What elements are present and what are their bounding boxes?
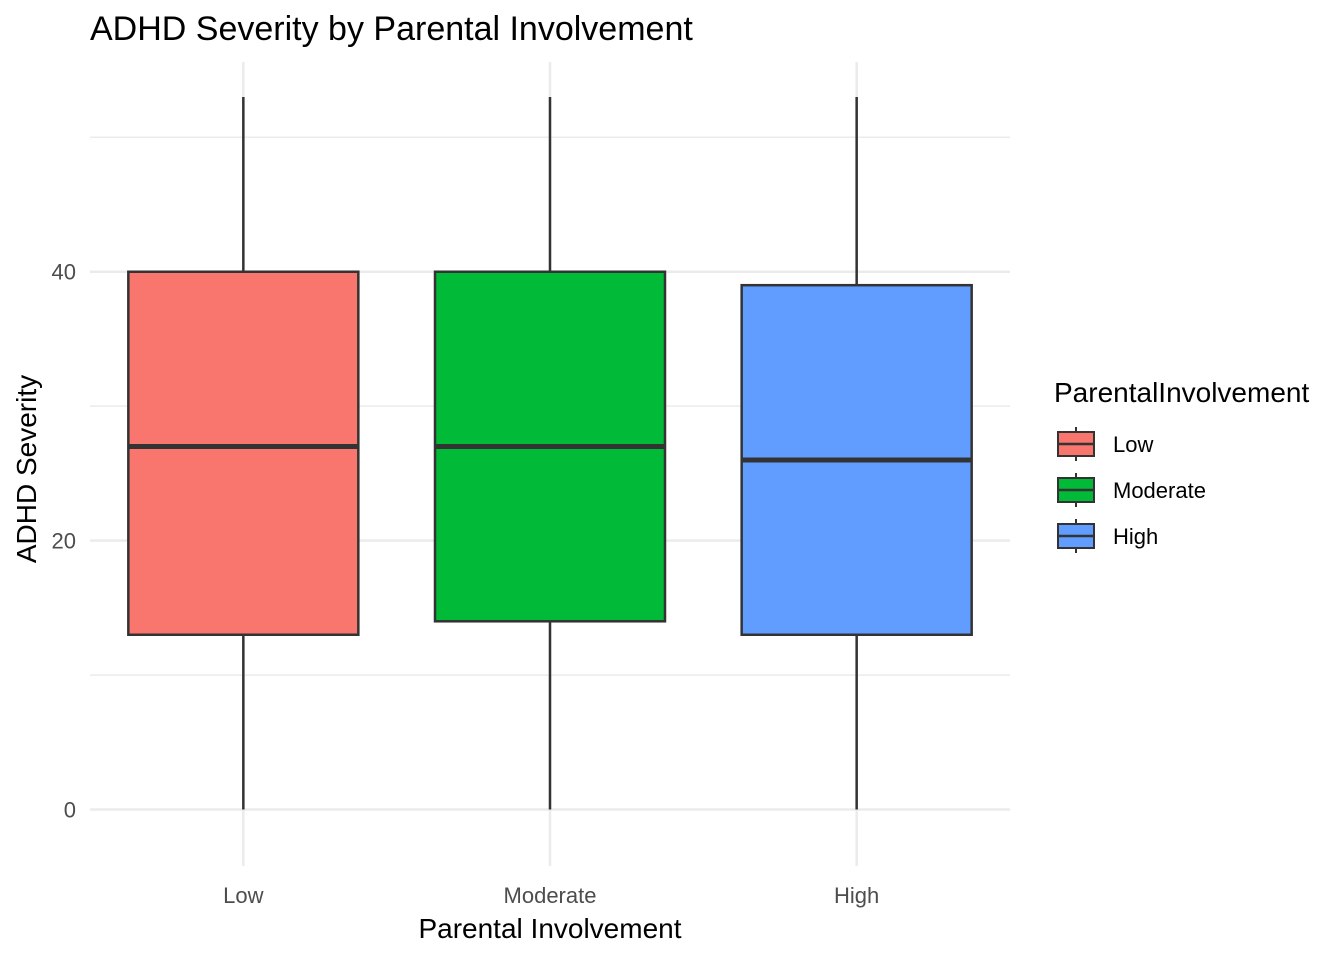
y-axis-ticks: 0 20 40 — [52, 260, 76, 823]
legend-items: Low Moderate High — [1057, 427, 1206, 553]
x-tick-label: Moderate — [504, 883, 597, 908]
y-tick-label: 40 — [52, 260, 76, 285]
legend-item-low: Low — [1057, 427, 1153, 461]
chart-title: ADHD Severity by Parental Involvement — [90, 10, 693, 48]
legend-item-high: High — [1057, 519, 1158, 553]
legend-label: High — [1113, 524, 1158, 549]
legend-item-moderate: Moderate — [1057, 473, 1206, 507]
y-tick-label: 20 — [52, 529, 76, 554]
legend-label: Moderate — [1113, 478, 1206, 503]
boxplot-series — [127, 96, 973, 810]
box-low — [127, 96, 360, 810]
y-tick-label: 0 — [64, 798, 76, 823]
box-moderate — [433, 96, 667, 810]
legend: ParentalInvolvement Low Moderate High — [1054, 377, 1309, 553]
x-axis-title: Parental Involvement — [418, 913, 681, 944]
x-tick-label: High — [834, 883, 879, 908]
box-body — [127, 270, 360, 636]
y-axis-title: ADHD Severity — [11, 375, 42, 563]
legend-title: ParentalInvolvement — [1054, 377, 1309, 408]
x-axis-ticks: Low Moderate High — [223, 883, 879, 908]
box-high — [740, 96, 973, 810]
legend-label: Low — [1113, 432, 1153, 457]
x-tick-label: Low — [223, 883, 263, 908]
